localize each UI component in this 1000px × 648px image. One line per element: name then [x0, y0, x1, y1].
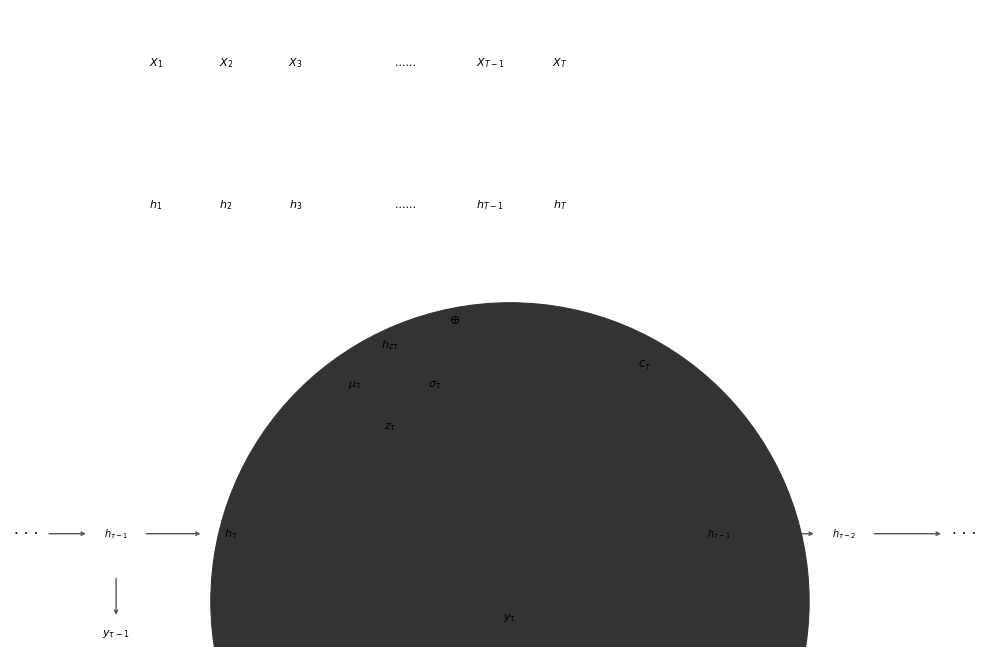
Circle shape: [0, 0, 809, 582]
Bar: [14, 330, 986, 634]
Text: $c_{\tau}$: $c_{\tau}$: [638, 360, 651, 373]
Bar: [120, 155, 596, 255]
Text: $h_{\tau-2}$: $h_{\tau-2}$: [832, 527, 856, 540]
Text: $\oplus$: $\oplus$: [449, 314, 461, 327]
Circle shape: [56, 0, 854, 648]
Text: $X_3$: $X_3$: [288, 56, 303, 69]
Bar: [534, 168, 586, 242]
Bar: [270, 25, 321, 100]
Bar: [338, 329, 443, 361]
Bar: [464, 168, 516, 242]
Bar: [270, 168, 321, 242]
Text: $z_{\tau}$: $z_{\tau}$: [384, 421, 397, 433]
Bar: [817, 492, 871, 575]
Bar: [130, 25, 182, 100]
Bar: [200, 168, 252, 242]
Text: $h_{T-1}$: $h_{T-1}$: [476, 198, 504, 211]
Text: $y_{\tau-1}$: $y_{\tau-1}$: [102, 628, 130, 640]
Bar: [91, 10, 689, 258]
Text: ......: ......: [395, 58, 416, 67]
Text: · · ·: · · ·: [14, 527, 39, 540]
Text: $h_3$: $h_3$: [289, 198, 302, 211]
Bar: [617, 324, 672, 408]
Bar: [345, 411, 435, 443]
Text: $h_2$: $h_2$: [219, 198, 232, 211]
Text: $h_1$: $h_1$: [149, 198, 163, 211]
Text: $X_2$: $X_2$: [219, 56, 233, 69]
Text: $h_{\tau-1}$: $h_{\tau-1}$: [104, 527, 128, 540]
Bar: [273, 310, 507, 468]
Text: $h_{z\tau}$: $h_{z\tau}$: [381, 338, 399, 352]
Text: $h_{\tau-1}$: $h_{\tau-1}$: [707, 527, 732, 540]
Circle shape: [211, 303, 809, 648]
Text: $\mu_{\tau}$: $\mu_{\tau}$: [348, 379, 362, 391]
Text: $X_{T-1}$: $X_{T-1}$: [476, 56, 504, 69]
Bar: [318, 369, 393, 401]
Text: · · ·: · · ·: [952, 527, 976, 540]
Bar: [200, 25, 252, 100]
Text: $\sigma_{\tau}$: $\sigma_{\tau}$: [428, 379, 442, 391]
Bar: [534, 25, 586, 100]
Text: $y_{\tau}$: $y_{\tau}$: [503, 612, 517, 623]
Bar: [203, 492, 258, 575]
Text: $h_{\tau}$: $h_{\tau}$: [224, 527, 238, 540]
Text: ......: ......: [395, 200, 416, 210]
Bar: [692, 492, 747, 575]
Text: $h_T$: $h_T$: [553, 198, 567, 211]
Bar: [464, 25, 516, 100]
Bar: [398, 369, 473, 401]
Text: $X_1$: $X_1$: [149, 56, 163, 69]
Bar: [89, 492, 143, 575]
Text: $X_T$: $X_T$: [552, 56, 568, 69]
Bar: [120, 13, 596, 113]
Bar: [130, 168, 182, 242]
